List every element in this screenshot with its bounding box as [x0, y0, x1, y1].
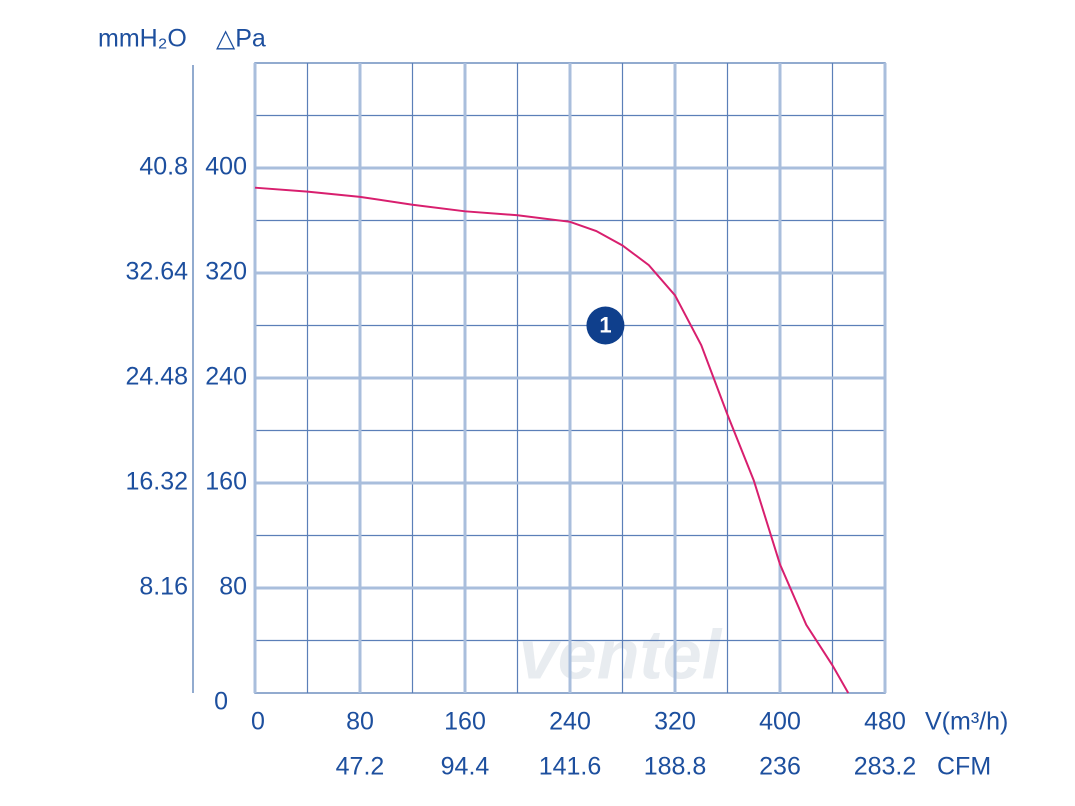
y2-tick-label: 16.32 [125, 468, 188, 496]
x2-tick-label: 94.4 [441, 753, 490, 781]
y2-tick-label: 24.48 [125, 363, 188, 391]
x2-tick-label: 283.2 [854, 753, 917, 781]
x2-tick-label: 47.2 [336, 753, 385, 781]
x-tick-label: 400 [759, 708, 801, 736]
watermark: ventel [519, 615, 723, 693]
y2-tick-label: 8.16 [139, 573, 188, 601]
curve-marker-label: 1 [599, 312, 611, 337]
x-tick-label: 80 [346, 708, 374, 736]
x2-tick-label: 188.8 [644, 753, 707, 781]
x2-tick-label: 141.6 [539, 753, 602, 781]
x-tick-label: 320 [654, 708, 696, 736]
x2-axis-label: CFM [937, 753, 991, 781]
y-axis-label: mmH₂O [98, 25, 187, 53]
y2-tick-label: 32.64 [125, 258, 188, 286]
x2-tick-label: 236 [759, 753, 801, 781]
y-tick-label: 240 [205, 363, 247, 391]
y-tick-label: 400 [205, 153, 247, 181]
y2-tick-label: 0 [214, 688, 228, 716]
y-axis-label-2: △Pa [216, 25, 266, 53]
y-tick-label: 80 [219, 573, 247, 601]
curve [254, 186, 850, 694]
x-tick-label: 480 [864, 708, 906, 736]
y2-tick-label: 40.8 [139, 153, 188, 181]
y-tick-label: 160 [205, 468, 247, 496]
curve-marker [586, 306, 625, 345]
x-tick-label: 240 [549, 708, 591, 736]
x-tick-label: 160 [444, 708, 486, 736]
x-axis-label: V(m³/h) [925, 708, 1008, 736]
x-tick-label: 0 [251, 708, 265, 736]
y-tick-label: 320 [205, 258, 247, 286]
